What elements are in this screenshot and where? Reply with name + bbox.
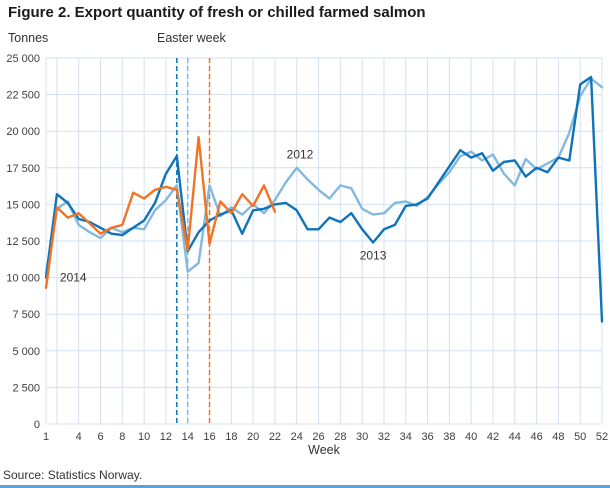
x-tick-label: 10 <box>138 431 150 443</box>
x-tick-label: 6 <box>97 431 103 443</box>
y-tick-labels: 0 2 500 5 000 7 500 10 000 12 500 15 000 17 500… <box>6 53 40 431</box>
bottom-accent-bar <box>0 485 610 488</box>
x-tick-label: 26 <box>312 431 324 443</box>
easter-week-annotation: Easter week <box>157 31 226 45</box>
x-axis-label: Week <box>308 443 340 457</box>
chart-title: Figure 2. Export quantity of fresh or ch… <box>8 4 426 21</box>
source-text: Source: Statistics Norway. <box>3 468 143 482</box>
series-line-2014 <box>44 135 277 289</box>
y-tick-label: 15 000 <box>6 199 40 211</box>
x-tick-label: 48 <box>552 431 564 443</box>
x-tick-label: 28 <box>334 431 346 443</box>
easter-week-lines <box>176 58 211 424</box>
y-tick-label: 25 000 <box>6 53 40 65</box>
x-tick-label: 24 <box>291 431 303 443</box>
x-tick-label: 38 <box>443 431 455 443</box>
x-tick-label: 1 <box>43 431 49 443</box>
x-tick-label: 36 <box>421 431 433 443</box>
y-tick-label: 12 500 <box>6 236 40 248</box>
y-tick-label: 0 <box>34 419 40 431</box>
series-label-2012: 2012 <box>287 148 314 162</box>
gridlines <box>45 57 603 425</box>
series-label-2014: 2014 <box>60 271 87 285</box>
x-tick-label: 8 <box>119 431 125 443</box>
y-tick-label: 22 500 <box>6 90 40 102</box>
x-tick-label: 30 <box>356 431 368 443</box>
x-tick-label: 52 <box>596 431 608 443</box>
x-tick-label: 14 <box>182 431 194 443</box>
y-tick-label: 5 000 <box>12 346 40 358</box>
x-tick-label: 50 <box>574 431 586 443</box>
y-tick-label: 10 000 <box>6 273 40 285</box>
y-axis-unit-label: Tonnes <box>8 31 49 45</box>
x-tick-label: 20 <box>247 431 259 443</box>
x-tick-label: 4 <box>76 431 82 443</box>
x-tick-label: 42 <box>487 431 499 443</box>
x-tick-label: 46 <box>530 431 542 443</box>
x-tick-labels: 1 4 6 8 10 12 14 16 18 20 22 24 26 28 30 32 34 36 38 40 42 44… <box>43 431 608 443</box>
x-tick-label: 32 <box>378 431 390 443</box>
x-tick-label: 18 <box>225 431 237 443</box>
y-tick-label: 2 500 <box>12 382 40 394</box>
x-tick-label: 44 <box>509 431 521 443</box>
x-tick-label: 40 <box>465 431 477 443</box>
x-tick-label: 12 <box>160 431 172 443</box>
y-tick-label: 7 500 <box>12 309 40 321</box>
y-tick-label: 17 500 <box>6 163 40 175</box>
y-tick-label: 20 000 <box>6 126 40 138</box>
x-tick-label: 22 <box>269 431 281 443</box>
x-tick-label: 34 <box>400 431 412 443</box>
series-line-2012 <box>44 77 604 275</box>
series-label-2013: 2013 <box>360 249 387 263</box>
series-line-2013 <box>44 75 604 323</box>
x-tick-label: 16 <box>203 431 215 443</box>
